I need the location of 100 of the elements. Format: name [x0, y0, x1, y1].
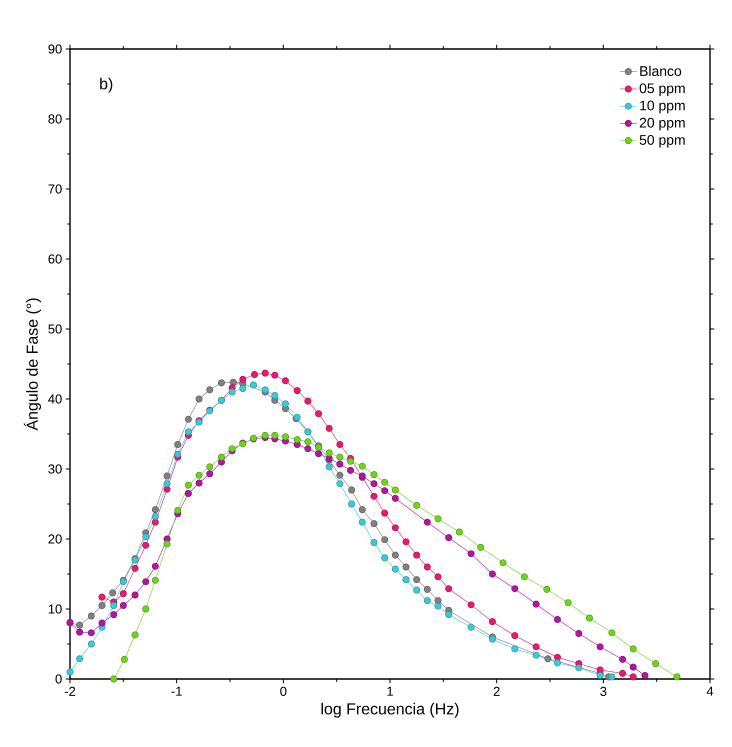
point: [488, 636, 496, 643]
point: [392, 552, 399, 559]
point: [304, 445, 312, 452]
point: [511, 645, 518, 652]
point: [196, 472, 203, 479]
point: [164, 480, 171, 488]
point: [196, 480, 203, 486]
point: [152, 506, 159, 514]
point: [110, 602, 118, 609]
point: [294, 387, 301, 394]
y-tick-label: 10: [48, 604, 62, 614]
point: [402, 538, 410, 546]
point: [76, 628, 84, 636]
point: [336, 441, 344, 448]
point: [630, 673, 637, 680]
point: [630, 664, 637, 671]
legend-label: 20 ppm: [640, 118, 685, 130]
point: [262, 386, 269, 394]
point: [142, 578, 150, 586]
x-tick-label: -2: [64, 686, 76, 696]
x-tick-label: 0: [280, 686, 286, 696]
point: [575, 664, 582, 672]
point: [477, 544, 484, 551]
point: [532, 643, 540, 650]
point: [228, 388, 236, 396]
point: [76, 622, 84, 629]
point: [152, 562, 159, 570]
point: [152, 576, 159, 584]
point: [239, 376, 246, 383]
point: [445, 534, 452, 542]
point: [164, 472, 171, 480]
x-tick-label: 2: [494, 686, 500, 696]
point: [381, 510, 388, 517]
legend-label: Blanco: [640, 66, 682, 76]
point: [434, 573, 442, 580]
point: [110, 611, 118, 618]
point: [336, 454, 344, 461]
point: [120, 602, 127, 609]
point: [132, 631, 139, 638]
point: [434, 597, 442, 604]
point: [164, 486, 171, 493]
point: [596, 666, 604, 674]
point: [184, 428, 192, 436]
point: [434, 515, 442, 522]
y-tick-label: 90: [48, 44, 62, 54]
point: [630, 645, 637, 652]
point: [184, 490, 192, 497]
point: [575, 630, 582, 637]
y-tick-label: 20: [48, 534, 62, 544]
point: [98, 594, 106, 601]
point: [370, 480, 378, 488]
y-tick-label: 0: [56, 674, 62, 684]
point: [381, 554, 388, 562]
point: [673, 673, 680, 680]
y-tick-label: 80: [48, 114, 62, 124]
point: [554, 654, 561, 661]
point: [424, 597, 431, 604]
point: [282, 400, 289, 408]
y-axis-title: Ángulo de Fase (°): [24, 298, 41, 431]
point: [445, 585, 452, 592]
point: [392, 566, 399, 573]
point: [271, 392, 278, 399]
point: [262, 370, 269, 377]
point: [619, 670, 626, 677]
point: [120, 590, 127, 598]
point: [251, 371, 258, 378]
point: [608, 673, 616, 680]
point: [348, 500, 356, 508]
point: [392, 494, 399, 502]
point: [641, 672, 648, 679]
point: [304, 398, 312, 405]
point: [392, 486, 399, 494]
y-tick-label: 70: [48, 184, 62, 194]
point: [336, 480, 344, 488]
legend-label: 50 ppm: [640, 134, 685, 148]
x-tick-label: 4: [706, 686, 714, 696]
point: [468, 601, 475, 608]
x-tick-label: -1: [171, 686, 182, 696]
point: [596, 672, 604, 679]
point: [652, 660, 660, 668]
point: [608, 629, 616, 636]
point: [294, 436, 301, 444]
point: [413, 576, 420, 584]
point: [370, 492, 378, 500]
point: [347, 466, 354, 474]
point: [392, 524, 399, 532]
point: [174, 506, 182, 514]
point: [488, 618, 496, 626]
point: [619, 656, 626, 663]
point: [88, 640, 95, 648]
point: [413, 502, 420, 509]
point: [98, 620, 106, 626]
point: [110, 676, 118, 682]
point: [381, 536, 388, 544]
point: [424, 586, 431, 593]
point: [564, 599, 572, 606]
point: [262, 432, 269, 439]
point: [336, 460, 344, 468]
point: [315, 410, 322, 418]
point: [348, 486, 356, 494]
